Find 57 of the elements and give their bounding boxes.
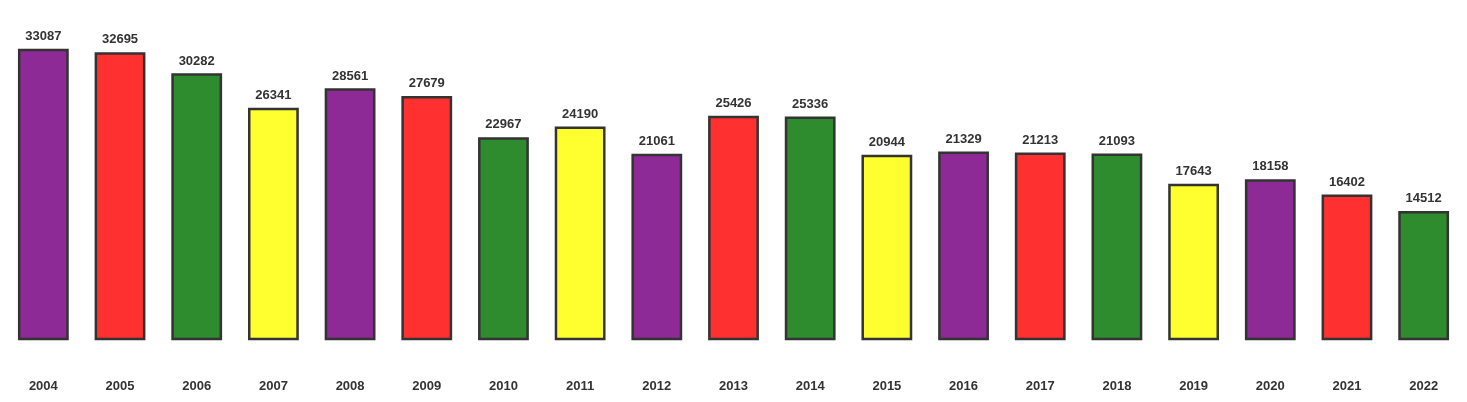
bar	[1321, 194, 1373, 341]
bar	[631, 153, 683, 341]
data-label: 27679	[408, 75, 445, 91]
x-tick-label: 2010	[488, 377, 518, 393]
x-tick-label: 2012	[642, 377, 672, 393]
bar	[554, 126, 606, 341]
x-tick-label: 2011	[566, 377, 595, 393]
bar	[17, 48, 69, 341]
x-tick-label: 2008	[335, 377, 365, 393]
data-label: 25426	[715, 94, 752, 110]
x-tick-label: 2006	[182, 377, 212, 393]
data-label: 16402	[1328, 173, 1366, 189]
data-label: 32695	[101, 31, 139, 47]
bar	[1091, 153, 1143, 341]
data-label: 26341	[255, 86, 292, 102]
x-tick-label: 2015	[872, 377, 902, 393]
bar	[1244, 179, 1296, 341]
bar	[784, 116, 836, 341]
data-label: 21093	[1098, 132, 1135, 148]
bar	[401, 95, 453, 341]
data-label: 33087	[25, 28, 62, 43]
bar	[171, 73, 223, 341]
x-tick-label: 2019	[1179, 377, 1209, 393]
data-label: 21329	[945, 130, 982, 146]
data-label: 18158	[1252, 158, 1289, 174]
bar	[861, 154, 913, 341]
bar	[247, 107, 299, 341]
x-tick-label: 2014	[795, 377, 826, 393]
data-label: 22967	[485, 116, 522, 132]
x-tick-label: 2013	[719, 377, 748, 393]
bar	[1398, 210, 1450, 341]
x-tick-label: 2016	[949, 377, 979, 393]
bar	[324, 88, 376, 341]
bar	[1014, 152, 1066, 341]
data-label: 17643	[1175, 162, 1212, 178]
x-tick-label: 2018	[1102, 377, 1132, 393]
x-tick-label: 2021	[1332, 377, 1362, 393]
x-tick-label: 2020	[1255, 377, 1285, 393]
x-tick-label: 2017	[1025, 377, 1055, 393]
data-label: 25336	[792, 95, 829, 111]
data-label: 21213	[1022, 131, 1059, 147]
x-tick-label: 2004	[28, 377, 59, 393]
bar	[478, 137, 529, 341]
bar	[94, 52, 146, 341]
bar	[938, 151, 989, 341]
data-label: 14512	[1405, 190, 1442, 206]
bar	[708, 115, 759, 341]
x-tick-label: 2009	[412, 377, 442, 393]
x-tick-label: 2005	[105, 377, 135, 393]
x-tick-label: 2022	[1409, 377, 1439, 393]
data-label: 20944	[868, 134, 906, 150]
data-label: 28561	[332, 67, 369, 83]
data-label: 24190	[562, 105, 599, 121]
x-tick-label: 2007	[258, 377, 288, 393]
bar	[1168, 183, 1220, 341]
data-label: 21061	[638, 133, 675, 149]
data-label: 30282	[178, 52, 215, 68]
